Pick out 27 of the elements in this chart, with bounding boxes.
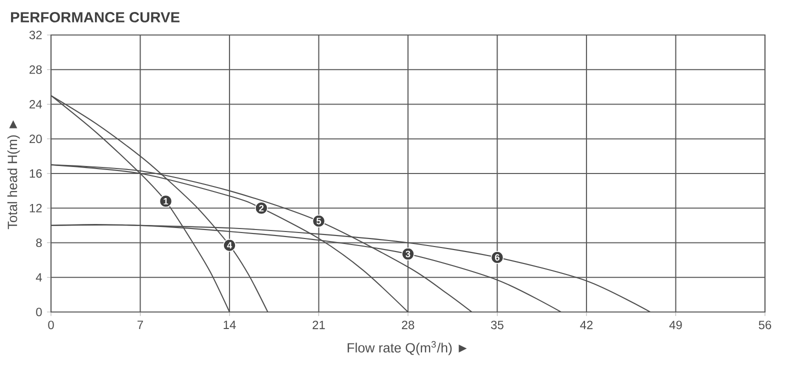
y-tick-label: 32 [29, 30, 42, 40]
y-tick-label: 8 [36, 238, 42, 247]
y-tick-label: 16 [30, 169, 42, 178]
annotation: 2 [259, 204, 264, 212]
x-tick-label: 42 [580, 320, 593, 330]
x-tick-label: 56 [758, 320, 772, 330]
x-axis-title: Flow rate Q(m$^{3}$/h) ► [348, 341, 467, 356]
x-tick-label: 7 [138, 320, 143, 329]
y-tick-label: 0 [36, 308, 42, 316]
chart-title: PERFORMANCE CURVE [11, 12, 180, 22]
annotation: 4 [227, 242, 232, 249]
x-tick-label: 49 [669, 320, 682, 330]
x-tick-label: 21 [312, 320, 325, 330]
y-axis-title: Total head H(m) ► [7, 120, 20, 230]
x-tick-label: 35 [491, 320, 504, 330]
y-tick-label: 12 [30, 204, 42, 212]
y-tick-label: 24 [30, 100, 42, 108]
annotation: 3 [406, 250, 410, 258]
y-tick-label: 20 [30, 134, 42, 144]
annotation: 6 [494, 254, 500, 261]
x-tick-label: 14 [224, 320, 236, 329]
y-tick-label: 28 [30, 65, 42, 74]
y-tick-label: 4 [36, 273, 42, 282]
x-tick-label: 28 [402, 320, 414, 330]
x-tick-label: 0 [48, 320, 54, 330]
annotation: 1 [164, 198, 168, 204]
annotation: 5 [316, 218, 322, 224]
